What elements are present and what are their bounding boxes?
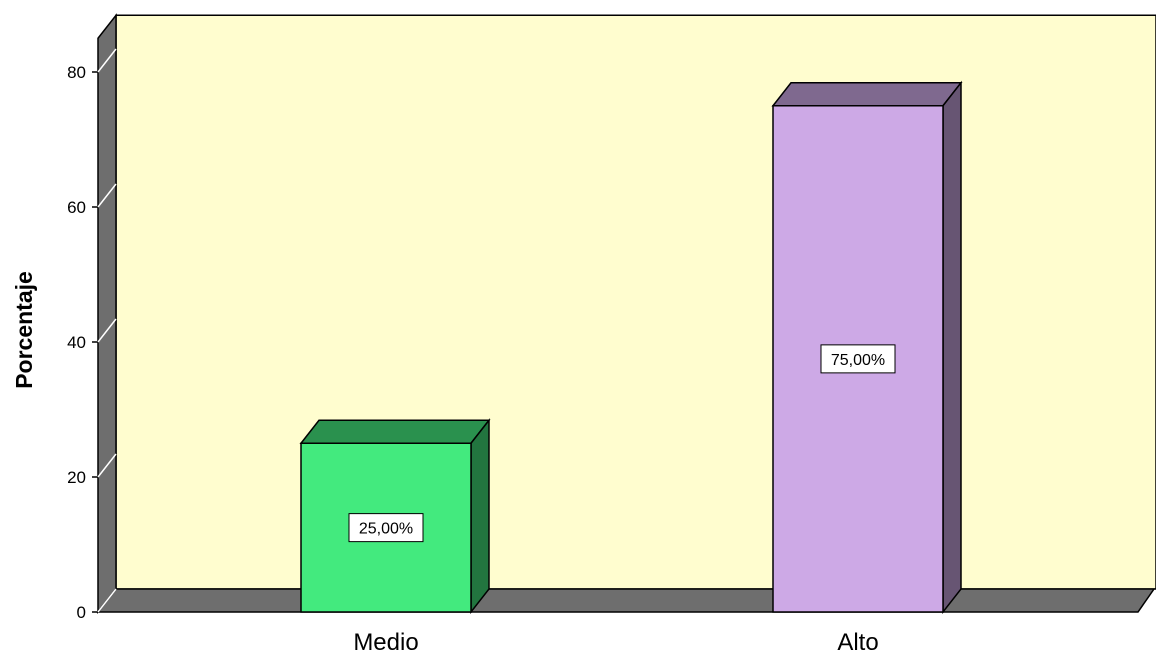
bars: 25,00% 75,00%: [299, 80, 963, 615]
x-category-label: Alto: [837, 629, 878, 655]
bar-side: [470, 418, 490, 615]
bar-side: [942, 80, 962, 615]
y-gridline-wall: [97, 48, 117, 73]
x-axis-categories: Medio Alto: [353, 629, 878, 655]
y-gridline-wall: [97, 183, 117, 208]
y-gridline-wall: [97, 588, 117, 613]
y-tick-label: 60: [67, 198, 86, 217]
bar-top: [771, 82, 963, 107]
y-tick-label: 80: [67, 63, 86, 82]
data-label: 25,00%: [359, 521, 413, 538]
data-label: 75,00%: [831, 352, 885, 369]
y-gridline-wall: [97, 318, 117, 343]
data-label-box: [348, 513, 424, 543]
back-wall: [115, 14, 1156, 590]
y-tick-label: 40: [67, 333, 86, 352]
y-tick-label: 20: [67, 468, 86, 487]
y-axis-label: Porcentaje: [11, 271, 37, 389]
floor: [96, 588, 1156, 613]
left-wall: [97, 13, 117, 615]
y-axis-ticks: 0 20 40 60 80: [67, 48, 117, 622]
y-tick-label: 0: [77, 603, 86, 622]
bar-top: [299, 419, 491, 444]
plot-walls: [96, 13, 1156, 615]
y-gridline-wall: [97, 453, 117, 478]
data-label-box: [820, 344, 896, 374]
x-category-label: Medio: [353, 629, 418, 655]
